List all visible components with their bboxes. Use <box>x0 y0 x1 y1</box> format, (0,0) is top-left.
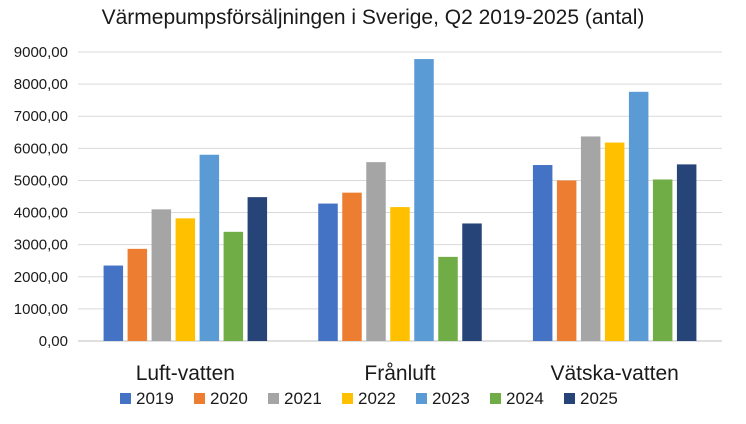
legend-label: 2020 <box>210 389 248 408</box>
bar <box>247 197 268 341</box>
legend-swatch <box>342 393 353 404</box>
bar <box>414 59 434 341</box>
bar <box>438 256 458 341</box>
bar <box>604 142 625 341</box>
legend-swatch <box>416 393 427 404</box>
x-category-label: Frånluft <box>364 362 435 385</box>
bar <box>652 179 673 341</box>
bar <box>628 91 649 341</box>
legend-swatch <box>120 393 131 404</box>
y-tick-label: 9000,00 <box>14 44 68 61</box>
bar <box>318 203 338 341</box>
y-tick-label: 0,00 <box>39 333 68 350</box>
bar <box>676 164 697 341</box>
y-tick-label: 4000,00 <box>14 205 68 222</box>
bar <box>103 265 124 341</box>
x-category-label: Luft-vatten <box>136 362 235 385</box>
y-tick-label: 2000,00 <box>14 269 68 286</box>
bar <box>532 165 553 341</box>
bar <box>462 223 482 341</box>
bar <box>580 136 601 341</box>
legend-label: 2023 <box>432 389 470 408</box>
legend-label: 2024 <box>506 389 544 408</box>
y-tick-label: 6000,00 <box>14 140 68 157</box>
x-category-label: Vätska-vatten <box>550 362 678 385</box>
legend-label: 2021 <box>284 389 322 408</box>
legend-label: 2025 <box>580 389 618 408</box>
bar <box>127 248 148 341</box>
y-tick-label: 7000,00 <box>14 108 68 125</box>
bar <box>175 218 196 341</box>
y-tick-label: 8000,00 <box>14 76 68 93</box>
bar <box>556 180 577 341</box>
bar <box>366 162 386 341</box>
legend-swatch <box>564 393 575 404</box>
legend-label: 2019 <box>136 389 174 408</box>
legend-swatch <box>268 393 279 404</box>
bar <box>151 209 172 341</box>
legend-label: 2022 <box>358 389 396 408</box>
y-tick-label: 5000,00 <box>14 172 68 189</box>
bar <box>342 192 362 341</box>
y-tick-label: 3000,00 <box>14 237 68 254</box>
bar <box>223 231 244 341</box>
y-tick-label: 1000,00 <box>14 301 68 318</box>
legend-swatch <box>194 393 205 404</box>
bar <box>390 207 410 341</box>
legend-swatch <box>490 393 501 404</box>
chart-title: Värmepumpsförsäljningen i Sverige, Q2 20… <box>101 6 645 29</box>
bar <box>199 154 220 341</box>
